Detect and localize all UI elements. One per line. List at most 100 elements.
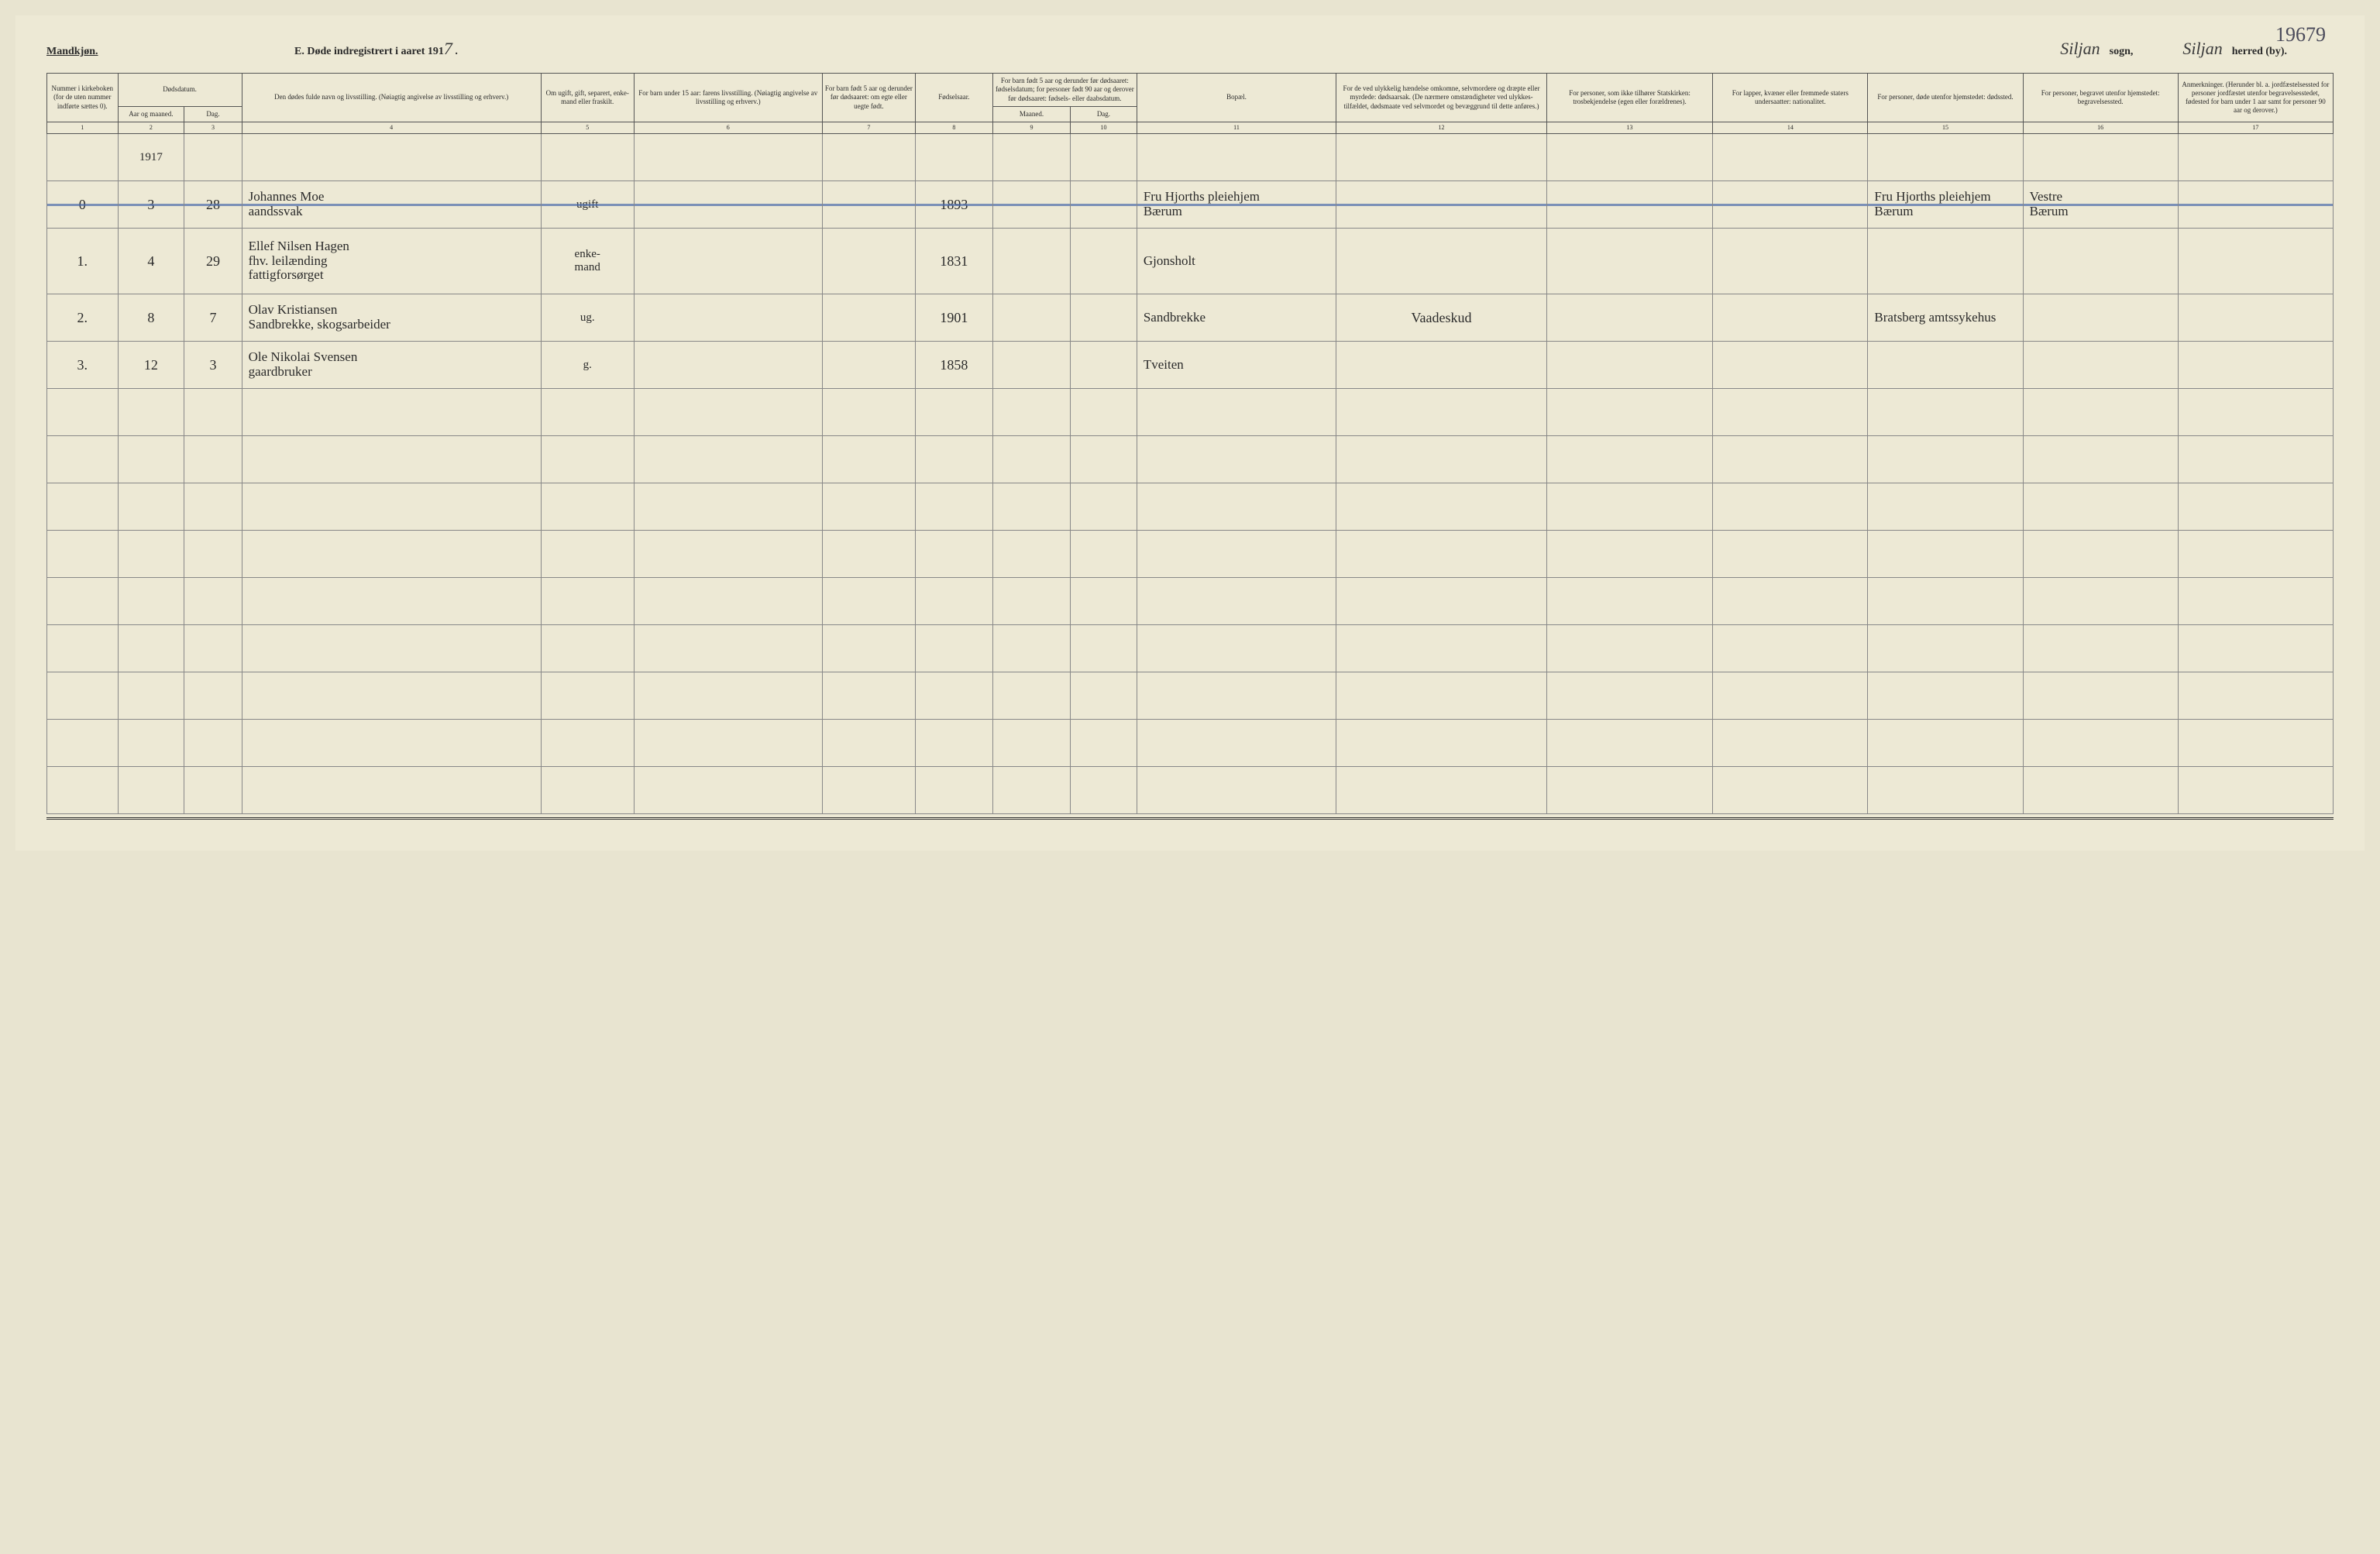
cell-blank [634, 483, 822, 531]
cell-blank [1713, 483, 1868, 531]
col-header: Dødsdatum. [118, 74, 242, 107]
cell-c13 [1546, 181, 1712, 229]
cell-blank [1137, 436, 1336, 483]
cell-blank [1071, 720, 1137, 767]
cell-blank [1713, 531, 1868, 578]
form-title: E. Døde indregistrert i aaret 1917 . [201, 39, 2060, 59]
cell-blank [822, 672, 915, 720]
cell-c16: VestreBærum [2023, 181, 2178, 229]
cell-blank [1546, 436, 1712, 483]
cell-blank [915, 672, 992, 720]
cell-blank [1071, 767, 1137, 814]
cell-c14 [1713, 342, 1868, 389]
col-header: Den dødes fulde navn og livsstilling. (N… [242, 74, 541, 122]
cell-blank [541, 578, 634, 625]
cell-c13 [1546, 294, 1712, 342]
cell-blank [118, 483, 184, 531]
col-num: 6 [634, 122, 822, 134]
cell-blank [184, 767, 242, 814]
cell-blank [541, 389, 634, 436]
cell-blank [822, 436, 915, 483]
cell-blank [118, 672, 184, 720]
cell-blank [2023, 531, 2178, 578]
table-header: Nummer i kirke­boken (for de uten nummer… [47, 74, 2334, 134]
cell-blank [242, 720, 541, 767]
cell-blank [822, 720, 915, 767]
cell-blank [915, 578, 992, 625]
cell-blank [184, 483, 242, 531]
cell-blank [1546, 720, 1712, 767]
cell-blank [1713, 578, 1868, 625]
cell-blank [1336, 672, 1547, 720]
cell-blank [2178, 389, 2333, 436]
cell-name: Ole Nikolai Svensengaardbruker [242, 342, 541, 389]
register-table: Nummer i kirke­boken (for de uten nummer… [46, 73, 2334, 814]
col-num: 17 [2178, 122, 2333, 134]
cell-blank [1546, 531, 1712, 578]
cell-c15: Fru Hjorths pleiehjemBærum [1868, 181, 2023, 229]
cell-blank [992, 720, 1070, 767]
cell-blank [992, 767, 1070, 814]
cell-blank [1868, 720, 2023, 767]
cell-blank [541, 531, 634, 578]
cell-fm [992, 342, 1070, 389]
cell-blank [242, 531, 541, 578]
cell-bopael: Sandbrekke [1137, 294, 1336, 342]
cell-blank [992, 531, 1070, 578]
cell-blank [1868, 625, 2023, 672]
cell-faren [634, 229, 822, 294]
cell-blank [822, 531, 915, 578]
cell-blank [2023, 483, 2178, 531]
cell-month: 12 [118, 342, 184, 389]
herred-label: herred (by). [2232, 46, 2287, 58]
cell-blank [1868, 531, 2023, 578]
col-num: 8 [915, 122, 992, 134]
cell-c17 [2178, 229, 2333, 294]
cell-fm [992, 181, 1070, 229]
table-row: 3.123Ole Nikolai Svensengaardbrukerg.185… [47, 342, 2334, 389]
column-number-row: 1 2 3 4 5 6 7 8 9 10 11 12 13 14 15 16 1… [47, 122, 2334, 134]
gender-heading: Mandkjøn. [46, 46, 201, 58]
cell-blank [541, 436, 634, 483]
cell-egte [822, 342, 915, 389]
cell-fd [1071, 294, 1137, 342]
cell-blank [242, 389, 541, 436]
cell-blank [1546, 483, 1712, 531]
year-cell: 1917 [118, 134, 184, 181]
col-header: Dag. [184, 106, 242, 122]
cell-egte [822, 229, 915, 294]
cell-blank [2023, 625, 2178, 672]
cell-blank [242, 483, 541, 531]
cell-c13 [1546, 229, 1712, 294]
table-row-blank [47, 483, 2334, 531]
cell-blank [915, 389, 992, 436]
cell-blank [1546, 625, 1712, 672]
cell-blank [242, 767, 541, 814]
col-header: For personer, som ikke tilhører Statskir… [1546, 74, 1712, 122]
cell-c16 [2023, 294, 2178, 342]
cell-blank [1336, 720, 1547, 767]
cell-blank [2178, 767, 2333, 814]
cell-blank [1137, 389, 1336, 436]
cell-c12 [1336, 342, 1547, 389]
cell-blank [1071, 483, 1137, 531]
cell-blank [915, 720, 992, 767]
cell-blank [992, 483, 1070, 531]
cell-blank [1137, 483, 1336, 531]
cell-c12 [1336, 181, 1547, 229]
cell-blank [634, 672, 822, 720]
cell-c15 [1868, 342, 2023, 389]
col-header: Maaned. [992, 106, 1070, 122]
cell-bopael: Gjonsholt [1137, 229, 1336, 294]
table-row-blank [47, 625, 2334, 672]
cell-c13 [1546, 342, 1712, 389]
cell-month: 3 [118, 181, 184, 229]
cell-day: 3 [184, 342, 242, 389]
cell-num: 3. [47, 342, 119, 389]
col-header: For lapper, kvæner eller fremmede stater… [1713, 74, 1868, 122]
cell-faar: 1831 [915, 229, 992, 294]
cell-blank [1336, 767, 1547, 814]
cell-blank [47, 483, 119, 531]
col-num: 1 [47, 122, 119, 134]
cell-c16 [2023, 229, 2178, 294]
